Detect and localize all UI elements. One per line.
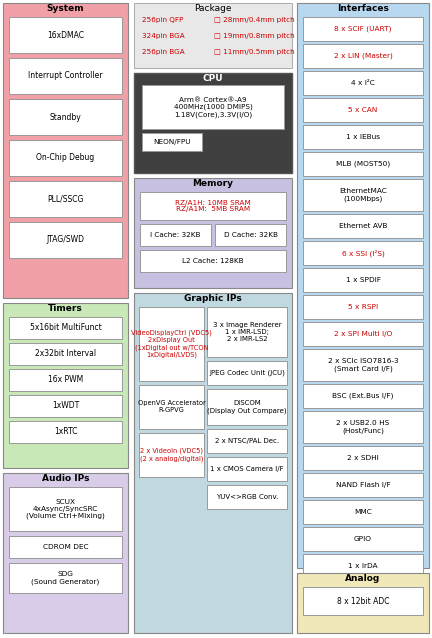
Text: JTAG/SWD: JTAG/SWD	[47, 235, 85, 244]
FancyBboxPatch shape	[134, 73, 292, 173]
FancyBboxPatch shape	[9, 421, 122, 443]
FancyBboxPatch shape	[9, 317, 122, 339]
Text: 2 x SPI Multi I/O: 2 x SPI Multi I/O	[334, 331, 392, 337]
FancyBboxPatch shape	[9, 343, 122, 365]
FancyBboxPatch shape	[9, 58, 122, 94]
FancyBboxPatch shape	[303, 446, 423, 470]
Text: 6 x SSI (I²S): 6 x SSI (I²S)	[342, 249, 384, 256]
Text: 2x32bit Interval: 2x32bit Interval	[35, 350, 96, 359]
Text: Analog: Analog	[345, 574, 381, 583]
FancyBboxPatch shape	[303, 349, 423, 381]
FancyBboxPatch shape	[139, 385, 204, 429]
Text: Audio IPs: Audio IPs	[42, 474, 89, 483]
Text: BSC (Ext.Bus I/F): BSC (Ext.Bus I/F)	[332, 393, 394, 399]
Text: GPIO: GPIO	[354, 536, 372, 542]
Text: YUV<>RGB Conv.: YUV<>RGB Conv.	[216, 494, 278, 500]
Text: 5x16bit MultiFunct: 5x16bit MultiFunct	[30, 323, 102, 332]
Text: 1xRTC: 1xRTC	[54, 427, 77, 436]
Text: 8 x SCIF (UART): 8 x SCIF (UART)	[334, 26, 392, 33]
FancyBboxPatch shape	[142, 85, 284, 129]
FancyBboxPatch shape	[139, 307, 204, 381]
FancyBboxPatch shape	[303, 241, 423, 265]
FancyBboxPatch shape	[9, 563, 122, 593]
FancyBboxPatch shape	[207, 389, 287, 425]
FancyBboxPatch shape	[9, 99, 122, 135]
Text: 2 x LIN (Master): 2 x LIN (Master)	[334, 53, 392, 59]
FancyBboxPatch shape	[9, 536, 122, 558]
Text: EthernetMAC
(100Mbps): EthernetMAC (100Mbps)	[339, 188, 387, 202]
FancyBboxPatch shape	[207, 429, 287, 453]
Text: 2 x VideoIn (VDC5)
(2 x analog/digital): 2 x VideoIn (VDC5) (2 x analog/digital)	[140, 448, 203, 462]
Text: D Cache: 32KB: D Cache: 32KB	[223, 232, 277, 238]
FancyBboxPatch shape	[139, 433, 204, 477]
FancyBboxPatch shape	[134, 3, 292, 68]
Text: □ 11mm/0.5mm pitch: □ 11mm/0.5mm pitch	[214, 49, 295, 55]
Text: Ethernet AVB: Ethernet AVB	[339, 223, 387, 229]
FancyBboxPatch shape	[142, 133, 202, 151]
FancyBboxPatch shape	[140, 250, 286, 272]
FancyBboxPatch shape	[140, 224, 211, 246]
Text: Memory: Memory	[193, 179, 234, 188]
Text: CDROM DEC: CDROM DEC	[43, 544, 88, 550]
FancyBboxPatch shape	[134, 293, 292, 633]
FancyBboxPatch shape	[9, 395, 122, 417]
Text: □ 28mm/0.4mm pitch: □ 28mm/0.4mm pitch	[214, 17, 295, 23]
FancyBboxPatch shape	[140, 192, 286, 220]
FancyBboxPatch shape	[303, 98, 423, 122]
FancyBboxPatch shape	[303, 71, 423, 95]
Text: Package: Package	[194, 4, 232, 13]
FancyBboxPatch shape	[303, 322, 423, 346]
Text: I Cache: 32KB: I Cache: 32KB	[150, 232, 201, 238]
FancyBboxPatch shape	[9, 140, 122, 176]
Text: VideoDisplayCtrl (VDC5)
2xDisplay Out
(1xDigital out w/TCON
1xDigital/LVDS): VideoDisplayCtrl (VDC5) 2xDisplay Out (1…	[131, 330, 212, 359]
Text: JPEG Codec Unit (JCU): JPEG Codec Unit (JCU)	[209, 370, 285, 376]
Text: 4 x I²C: 4 x I²C	[351, 80, 375, 86]
FancyBboxPatch shape	[303, 411, 423, 443]
Text: System: System	[47, 4, 84, 13]
FancyBboxPatch shape	[303, 500, 423, 524]
FancyBboxPatch shape	[303, 295, 423, 319]
Text: 3 x Image Renderer
1 x IMR-LSD;
2 x IMR-LS2: 3 x Image Renderer 1 x IMR-LSD; 2 x IMR-…	[213, 322, 281, 342]
FancyBboxPatch shape	[134, 178, 292, 288]
FancyBboxPatch shape	[207, 485, 287, 509]
Text: 1 x SPDIF: 1 x SPDIF	[346, 277, 381, 283]
Text: 2 x SCIc ISO7816-3
(Smart Card I/F): 2 x SCIc ISO7816-3 (Smart Card I/F)	[328, 359, 398, 372]
FancyBboxPatch shape	[303, 152, 423, 176]
Text: SCUX
4xAsync/SyncSRC
(Volume Ctrl+Mixing): SCUX 4xAsync/SyncSRC (Volume Ctrl+Mixing…	[26, 499, 105, 519]
FancyBboxPatch shape	[303, 268, 423, 292]
Text: Interrupt Controller: Interrupt Controller	[28, 71, 103, 80]
Text: 2 x NTSC/PAL Dec.: 2 x NTSC/PAL Dec.	[215, 438, 279, 444]
Text: 1xWDT: 1xWDT	[52, 401, 79, 410]
FancyBboxPatch shape	[9, 181, 122, 217]
FancyBboxPatch shape	[207, 457, 287, 481]
Text: RZ/A1H: 10MB SRAM
RZ/A1M:  5MB SRAM: RZ/A1H: 10MB SRAM RZ/A1M: 5MB SRAM	[175, 200, 251, 212]
FancyBboxPatch shape	[9, 487, 122, 531]
Text: MLB (MOST50): MLB (MOST50)	[336, 161, 390, 167]
Text: 324pin BGA: 324pin BGA	[142, 33, 185, 39]
FancyBboxPatch shape	[9, 17, 122, 53]
Text: 16xDMAC: 16xDMAC	[47, 31, 84, 40]
Text: Interfaces: Interfaces	[337, 4, 389, 13]
FancyBboxPatch shape	[207, 361, 287, 385]
Text: 256pin BGA: 256pin BGA	[142, 49, 185, 55]
Text: CPU: CPU	[203, 74, 223, 83]
Text: 2 x USB2.0 HS
(Host/Func): 2 x USB2.0 HS (Host/Func)	[337, 420, 390, 434]
FancyBboxPatch shape	[297, 3, 429, 568]
FancyBboxPatch shape	[207, 307, 287, 357]
Text: On-Chip Debug: On-Chip Debug	[36, 154, 95, 163]
FancyBboxPatch shape	[9, 222, 122, 258]
Text: MMC: MMC	[354, 509, 372, 515]
Text: Standby: Standby	[50, 112, 81, 121]
Text: DISCOM
(Display Out Compare): DISCOM (Display Out Compare)	[207, 400, 287, 414]
FancyBboxPatch shape	[303, 125, 423, 149]
Text: L2 Cache: 128KB: L2 Cache: 128KB	[182, 258, 244, 264]
Text: 1 x IEBus: 1 x IEBus	[346, 134, 380, 140]
FancyBboxPatch shape	[303, 527, 423, 551]
Text: Arm® Cortex®-A9
400MHz(1000 DMIPS)
1.18V(Core),3.3V(I/O): Arm® Cortex®-A9 400MHz(1000 DMIPS) 1.18V…	[174, 96, 252, 117]
FancyBboxPatch shape	[215, 224, 286, 246]
FancyBboxPatch shape	[303, 44, 423, 68]
Text: Timers: Timers	[48, 304, 83, 313]
Text: 1 x CMOS Camera I/F: 1 x CMOS Camera I/F	[210, 466, 284, 472]
Text: □ 19mm/0.8mm pitch: □ 19mm/0.8mm pitch	[214, 33, 295, 39]
Text: 16x PWM: 16x PWM	[48, 376, 83, 385]
